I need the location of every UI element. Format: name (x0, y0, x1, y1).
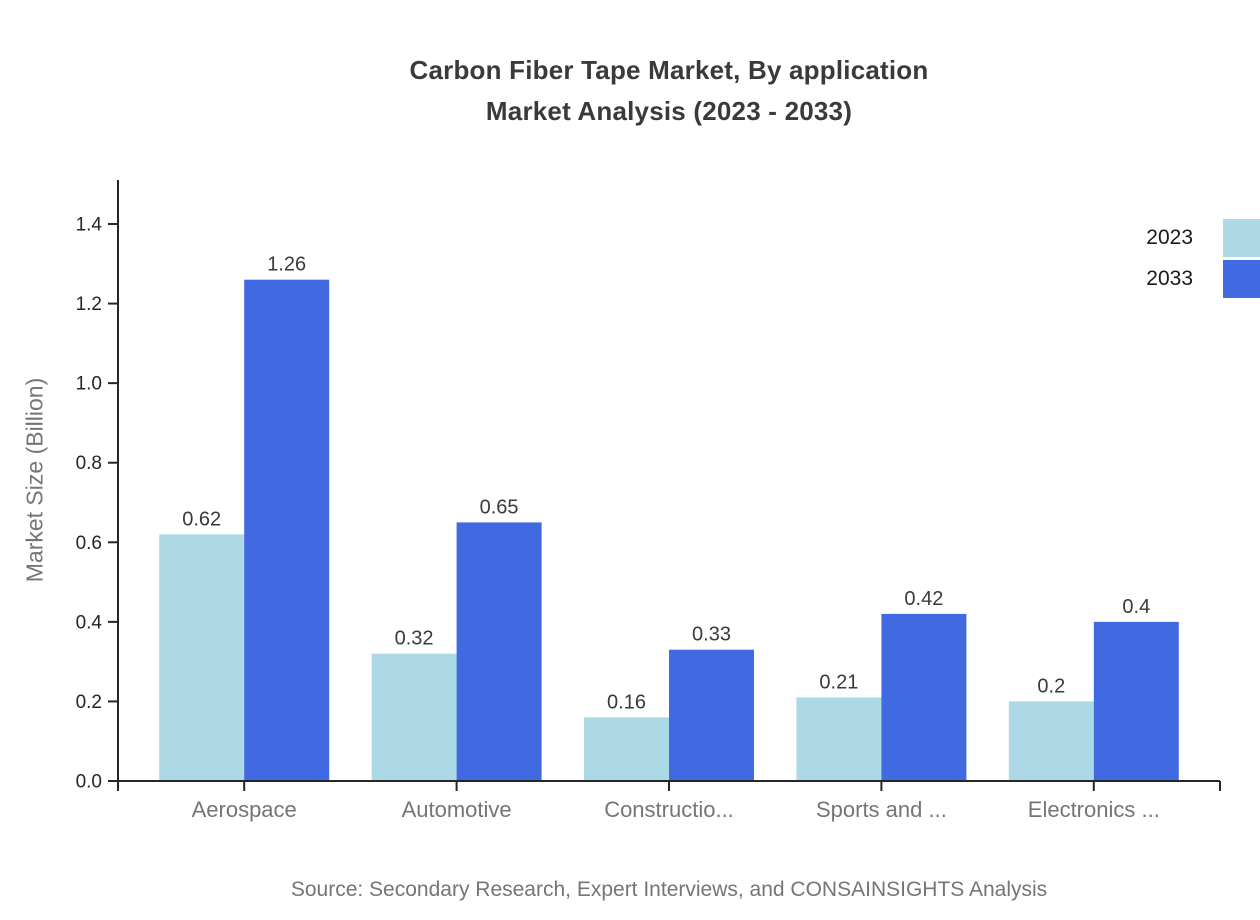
y-tick-label-7: 1.4 (76, 215, 103, 236)
bar-2023-4 (796, 697, 882, 781)
legend-swatch-2023-icon (1223, 219, 1260, 257)
x-category-label-5: Electronics ... (1028, 797, 1160, 822)
legend-label-2023: 2023 (1146, 226, 1193, 249)
legend: 2023 2033 (1146, 219, 1260, 298)
bar-2023-2 (371, 653, 457, 781)
x-category-label-2: Automotive (402, 797, 512, 822)
y-tick-label-2: 0.4 (76, 612, 103, 633)
y-tick-label-1: 0.2 (76, 692, 102, 713)
chart-title-line2: Market Analysis (2023 - 2033) (485, 96, 853, 126)
bar-2033-1 (244, 279, 330, 781)
bar-2023-3 (584, 717, 669, 781)
chart-title-line1: Carbon Fiber Tape Market, By application (409, 55, 929, 85)
value-label-2033-2: 0.65 (480, 496, 519, 518)
legend-item-2033: 2033 (1146, 260, 1260, 298)
y-tick-label-6: 1.2 (76, 294, 102, 315)
legend-item-2023: 2023 (1146, 219, 1260, 257)
value-label-2023-1: 0.62 (182, 508, 221, 530)
value-label-2023-5: 0.2 (1037, 675, 1065, 697)
value-label-2033-5: 0.4 (1122, 596, 1150, 618)
legend-label-2033: 2033 (1146, 267, 1193, 290)
bar-2033-5 (1093, 621, 1179, 781)
value-label-2023-3: 0.16 (607, 691, 646, 713)
x-category-label-4: Sports and ... (816, 797, 947, 822)
value-label-2023-4: 0.21 (819, 671, 858, 693)
y-tick-label-0: 0.0 (76, 772, 102, 793)
bar-2033-4 (881, 613, 967, 781)
y-tick-label-5: 1.0 (76, 374, 102, 395)
y-tick-label-4: 0.8 (76, 453, 102, 474)
chart-title: Carbon Fiber Tape Market, By application… (118, 50, 1220, 132)
y-tick-label-3: 0.6 (76, 533, 102, 554)
bar-2023-5 (1008, 701, 1094, 781)
bar-2033-3 (669, 649, 754, 781)
bar-2023-1 (159, 534, 245, 781)
value-label-2033-4: 0.42 (904, 588, 943, 610)
x-category-label-3: Constructio... (604, 797, 734, 822)
value-label-2033-1: 1.26 (267, 254, 306, 276)
value-label-2023-2: 0.32 (395, 628, 434, 650)
bar-2033-2 (456, 522, 542, 781)
value-label-2033-3: 0.33 (692, 624, 731, 646)
x-category-label-1: Aerospace (192, 797, 297, 822)
legend-swatch-2033-icon (1223, 260, 1260, 298)
source-note: Source: Secondary Research, Expert Inter… (290, 878, 1048, 901)
